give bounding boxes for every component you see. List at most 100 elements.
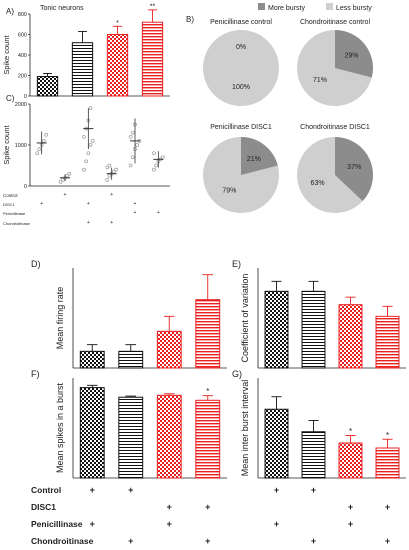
panel-c-table-mark: + xyxy=(157,210,160,216)
panel-c-point xyxy=(115,168,118,171)
panel-f-y-label: Mean spikes in a burst xyxy=(55,382,65,473)
bottom-table-mark-right: + xyxy=(274,485,279,495)
panel-c-table-mark: + xyxy=(87,201,90,207)
panel-c-point xyxy=(36,152,39,155)
panel-c-table-mark: + xyxy=(110,192,113,198)
panel-c-table-mark: + xyxy=(110,220,113,226)
pie-label-less: 63% xyxy=(311,180,325,187)
panel-c-point xyxy=(89,107,92,110)
pie-title: Chondroitinase DISC1 xyxy=(300,124,370,131)
bottom-table-mark-right: + xyxy=(348,519,353,529)
bottom-table-mark-left: + xyxy=(167,502,172,512)
panel-a-label: A) xyxy=(6,7,14,16)
bottom-table-mark-right: + xyxy=(348,502,353,512)
bottom-table-mark-left: + xyxy=(90,519,95,529)
pie-title: Chondroitinase control xyxy=(300,19,370,26)
pie-label-more: 37% xyxy=(347,164,361,171)
panel-c-point xyxy=(87,152,90,155)
panel-a-bar xyxy=(142,22,162,96)
panel-a-bar xyxy=(37,77,57,96)
pie-label-less: 100% xyxy=(232,84,250,91)
panel-a-significance: ** xyxy=(150,3,156,10)
pie-label-less: 71% xyxy=(313,77,327,84)
panel-f-bar xyxy=(196,400,220,478)
panel-a-y-tick-label: 600 xyxy=(18,33,27,39)
panel-f-bar xyxy=(119,397,143,478)
panel-e-y-label: Coefficient of variation xyxy=(240,274,250,363)
top-row-penicillinase: Penicillinase xyxy=(3,211,26,216)
panel-f-bar xyxy=(157,395,181,478)
panel-a-y-tick-label: 800 xyxy=(18,12,27,18)
panel-c-point xyxy=(38,148,41,151)
panel-g-y-label: Mean inter burst interval xyxy=(240,380,250,477)
legend-swatch-more xyxy=(258,3,265,10)
panel-a-significance: * xyxy=(116,20,119,27)
panel-c-point xyxy=(82,168,85,171)
panel-c-y-tick-label: 1000 xyxy=(15,143,27,149)
panel-c-point xyxy=(89,144,92,147)
panel-c-point xyxy=(129,135,132,138)
panel-c-point xyxy=(131,156,134,159)
pie-label-less: 79% xyxy=(222,188,236,195)
panel-c-point xyxy=(155,164,158,167)
panel-c-table-mark: + xyxy=(134,201,137,207)
panel-g-label: G) xyxy=(232,369,242,379)
panel-c-y-label: Spike count xyxy=(2,124,11,164)
pie-title: Penicillinase control xyxy=(210,19,272,26)
panel-g-significance: * xyxy=(349,427,352,436)
panel-c-table-mark: + xyxy=(64,192,67,198)
top-row-disc1: DISC1 xyxy=(3,202,16,207)
panel-c-point xyxy=(68,172,71,175)
panel-c-table-mark: + xyxy=(87,220,90,226)
bottom-table-mark-right: + xyxy=(385,536,390,546)
panel-d-bar xyxy=(80,351,104,368)
bottom-table-mark-left: + xyxy=(90,485,95,495)
panel-c-point xyxy=(82,135,85,138)
pie-slice-less-bursty xyxy=(203,30,279,106)
top-row-control: Control xyxy=(3,193,18,198)
panel-c-point xyxy=(106,178,109,181)
panel-c-point xyxy=(108,164,111,167)
panel-c-point xyxy=(85,160,88,163)
bottom-table-mark-left: + xyxy=(205,536,210,546)
panel-d-bar xyxy=(119,351,143,368)
panel-a-y-tick-label: 200 xyxy=(18,74,27,80)
panel-b-label: B) xyxy=(186,15,194,24)
bottom-table-mark-left: + xyxy=(205,502,210,512)
panel-g-bar xyxy=(302,432,325,478)
bottom-row-disc1: DISC1 xyxy=(31,502,56,512)
panel-d-label: D) xyxy=(31,259,41,269)
panel-a-y-tick-label: 0 xyxy=(24,94,27,100)
panel-e-bar xyxy=(339,305,362,368)
panel-d-bar xyxy=(196,300,220,368)
panel-c-table-mark: + xyxy=(40,201,43,207)
top-row-chondroitinase: Chondroitinase xyxy=(3,221,31,226)
panel-c-point xyxy=(152,152,155,155)
panel-c-table-mark: + xyxy=(134,210,137,216)
pie-title: Penicillinase DISC1 xyxy=(210,124,272,131)
panel-a-y-label: Spike count xyxy=(2,34,11,74)
panel-c-point xyxy=(129,164,132,167)
bottom-row-chondroitinase: Chondroitinase xyxy=(31,536,94,546)
panel-f-significance: * xyxy=(206,387,209,396)
legend-more-bursty: More bursty xyxy=(268,5,305,12)
panel-c-y-tick-label: 2000 xyxy=(15,102,27,108)
panel-a-title: Tonic neurons xyxy=(40,5,84,12)
panel-g-significance: * xyxy=(386,431,389,440)
panel-f-label: F) xyxy=(31,369,40,379)
panel-d-y-label: Mean firing rate xyxy=(55,287,65,350)
panel-g-bar xyxy=(376,448,399,478)
panel-e-bar xyxy=(376,316,399,368)
bottom-table-mark-right: + xyxy=(274,519,279,529)
panel-e-bar xyxy=(265,291,288,368)
panel-c-label: C) xyxy=(6,94,15,103)
panel-a-y-tick-label: 400 xyxy=(18,53,27,59)
bottom-row-control: Control xyxy=(31,485,61,495)
panel-e-bar xyxy=(302,291,325,368)
panel-a-bar xyxy=(72,43,92,96)
bottom-row-penicillinase: Penicillinase xyxy=(31,519,83,529)
bottom-table-mark-left: + xyxy=(167,519,172,529)
pie-label-more: 21% xyxy=(247,156,261,163)
pie-label-more: 0% xyxy=(236,44,246,51)
